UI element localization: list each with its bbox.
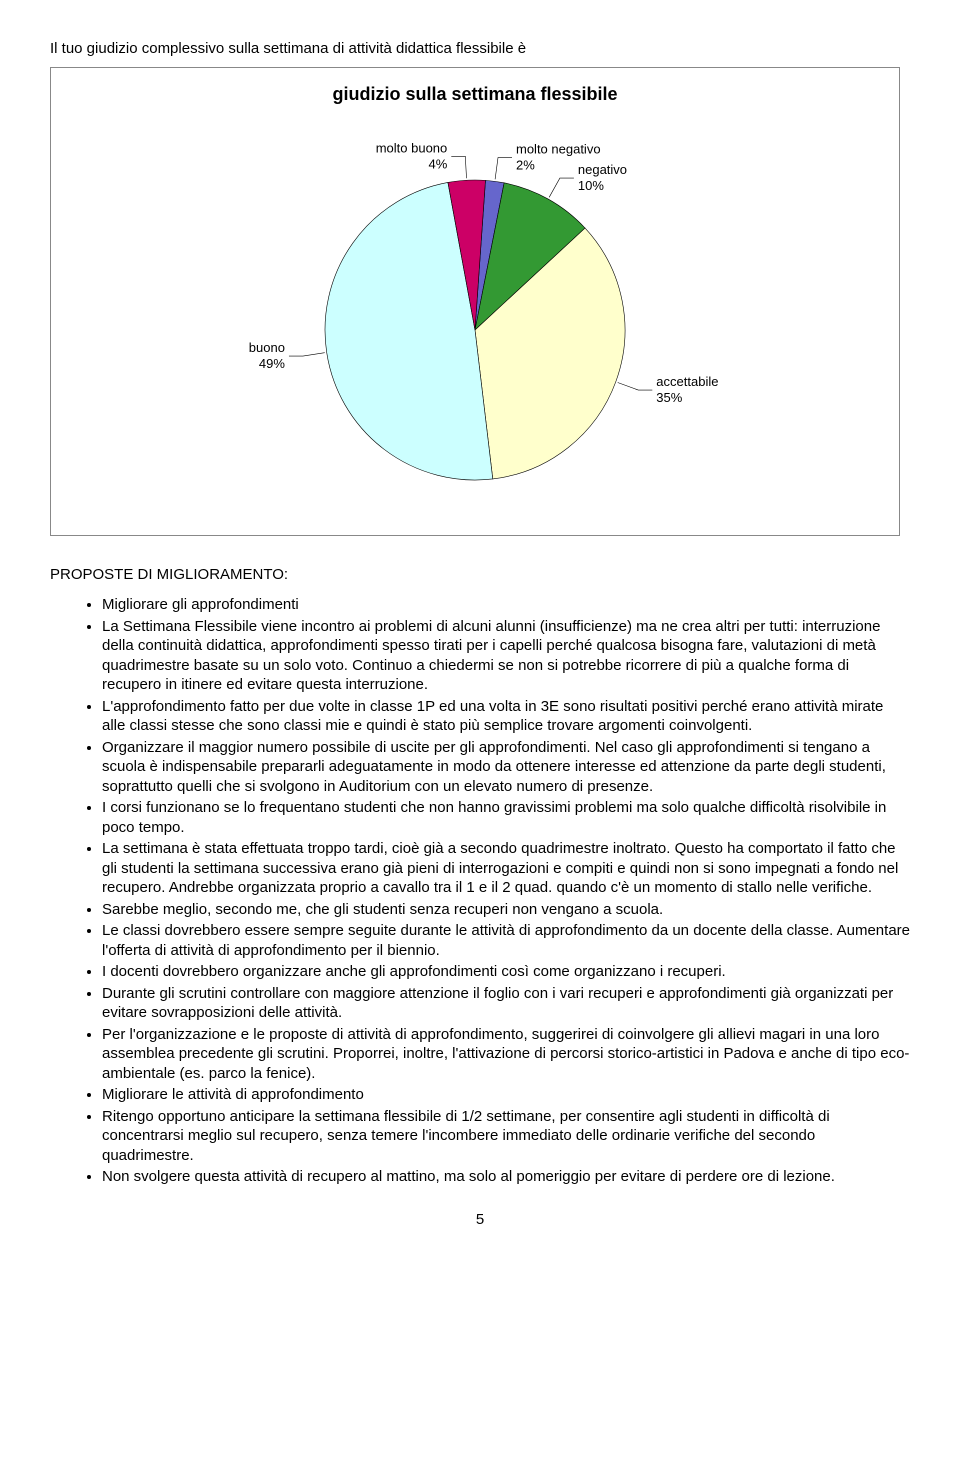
slice-label: accettabile — [656, 374, 718, 389]
proposal-item: Sarebbe meglio, secondo me, che gli stud… — [102, 900, 910, 920]
leader-line — [451, 156, 466, 178]
slice-percent: 4% — [428, 156, 447, 171]
proposal-item: I docenti dovrebbero organizzare anche g… — [102, 962, 910, 982]
page-number: 5 — [50, 1211, 910, 1228]
proposal-item: La settimana è stata effettuata troppo t… — [102, 839, 910, 898]
slice-label: negativo — [578, 162, 627, 177]
leader-line — [549, 178, 574, 197]
proposal-item: La Settimana Flessibile viene incontro a… — [102, 617, 910, 695]
slice-percent: 10% — [578, 178, 604, 193]
proposal-item: I corsi funzionano se lo frequentano stu… — [102, 798, 910, 837]
proposal-item: L'approfondimento fatto per due volte in… — [102, 697, 910, 736]
proposals-list: Migliorare gli approfondimentiLa Settima… — [50, 595, 910, 1187]
proposals-heading: PROPOSTE DI MIGLIORAMENTO: — [50, 566, 910, 583]
leader-line — [289, 353, 325, 356]
leader-line — [618, 382, 653, 390]
proposal-item: Organizzare il maggior numero possibile … — [102, 738, 910, 797]
proposal-item: Per l'organizzazione e le proposte di at… — [102, 1025, 910, 1084]
proposal-item: Non svolgere questa attività di recupero… — [102, 1167, 910, 1187]
pie-chart-container: giudizio sulla settimana flessibile molt… — [50, 67, 900, 536]
proposal-item: Durante gli scrutini controllare con mag… — [102, 984, 910, 1023]
leader-line — [495, 158, 512, 180]
proposal-item: Ritengo opportuno anticipare la settiman… — [102, 1107, 910, 1166]
slice-label: molto buono — [376, 140, 448, 155]
slice-percent: 2% — [516, 158, 535, 173]
proposal-item: Migliorare gli approfondimenti — [102, 595, 910, 615]
slice-label: molto negativo — [516, 142, 601, 157]
question-text: Il tuo giudizio complessivo sulla settim… — [50, 40, 910, 57]
pie-chart: molto negativo2% negativo10% accettabile35… — [155, 115, 795, 515]
proposal-item: Migliorare le attività di approfondiment… — [102, 1085, 910, 1105]
slice-label: buono — [249, 340, 285, 355]
slice-percent: 35% — [656, 390, 682, 405]
proposal-item: Le classi dovrebbero essere sempre segui… — [102, 921, 910, 960]
chart-title: giudizio sulla settimana flessibile — [71, 84, 879, 105]
slice-percent: 49% — [259, 356, 285, 371]
